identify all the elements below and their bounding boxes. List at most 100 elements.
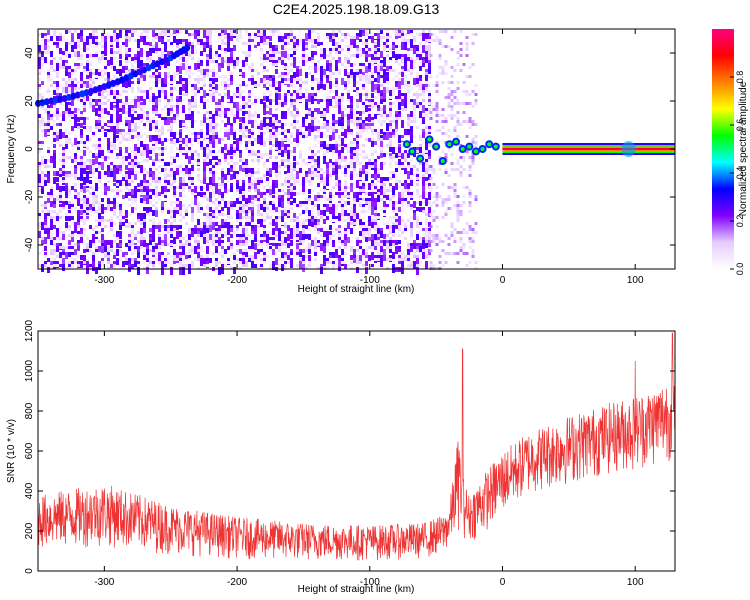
- noise-cell: [77, 141, 80, 146]
- noise-cell: [95, 201, 98, 204]
- noise-cell: [122, 174, 125, 177]
- noise-cell: [362, 150, 365, 153]
- noise-cell: [362, 48, 365, 53]
- noise-cell: [293, 126, 296, 129]
- noise-cell: [296, 108, 299, 111]
- noise-cell: [44, 111, 47, 114]
- noise-cell: [38, 78, 41, 81]
- noise-cell: [68, 108, 71, 115]
- noise-cell: [260, 240, 263, 244]
- noise-cell: [77, 165, 80, 168]
- noise-cell: [272, 249, 275, 255]
- noise-cell: [86, 165, 89, 170]
- noise-cell: [260, 237, 263, 240]
- noise-cell: [125, 123, 128, 127]
- noise-cell: [113, 90, 116, 93]
- noise-cell: [269, 138, 272, 141]
- noise-cell: [272, 126, 275, 130]
- noise-cell: [173, 144, 176, 147]
- noise-cell: [101, 45, 104, 48]
- noise-cell: [323, 135, 326, 138]
- noise-cell: [317, 174, 320, 177]
- noise-cell: [116, 42, 119, 50]
- noise-cell: [56, 60, 59, 63]
- noise-cell: [248, 189, 251, 192]
- noise-cell: [332, 204, 335, 210]
- noise-cell: [236, 225, 239, 230]
- noise-cell: [188, 39, 191, 42]
- noise-cell: [338, 117, 341, 122]
- noise-cell: [329, 129, 332, 132]
- noise-cell: [263, 102, 266, 110]
- noise-cell: [350, 180, 353, 183]
- noise-cell: [332, 126, 335, 129]
- noise-cell: [113, 99, 116, 102]
- noise-cell: [50, 90, 53, 93]
- noise-cell: [209, 48, 212, 52]
- noise-cell: [266, 246, 269, 249]
- noise-cell: [77, 87, 80, 90]
- noise-cell: [137, 135, 140, 138]
- noise-cell: [47, 90, 50, 93]
- noise-cell: [260, 243, 263, 246]
- noise-cell: [299, 225, 302, 228]
- noise-cell: [197, 201, 200, 204]
- noise-cell: [194, 222, 197, 225]
- noise-cell: [326, 207, 329, 212]
- noise-cell: [56, 255, 59, 258]
- noise-cell: [44, 108, 47, 111]
- noise-cell: [110, 222, 113, 227]
- noise-cell: [131, 33, 134, 37]
- noise-cell: [38, 84, 41, 89]
- noise-cell: [359, 48, 362, 51]
- noise-cell: [368, 231, 371, 234]
- noise-cell: [179, 36, 182, 39]
- noise-cell: [287, 159, 290, 162]
- noise-cell: [200, 87, 203, 92]
- noise-cell: [257, 243, 260, 246]
- noise-cell: [218, 111, 221, 114]
- noise-cell: [233, 168, 236, 171]
- noise-cell: [251, 141, 254, 146]
- noise-cell: [191, 132, 194, 135]
- noise-cell: [329, 204, 332, 207]
- noise-cell: [137, 75, 140, 78]
- noise-cell: [161, 108, 164, 111]
- noise-cell: [221, 81, 224, 84]
- noise-cell: [206, 213, 209, 216]
- noise-cell: [170, 231, 173, 234]
- noise-cell: [344, 99, 347, 102]
- noise-cell: [62, 51, 65, 55]
- noise-cell: [200, 39, 203, 47]
- noise-cell: [209, 222, 212, 225]
- noise-cell: [374, 78, 377, 82]
- noise-cell: [347, 195, 350, 198]
- noise-cell: [287, 189, 290, 196]
- noise-cell: [248, 51, 251, 54]
- noise-cell: [278, 132, 281, 135]
- noise-cell: [371, 240, 374, 247]
- noise-cell: [245, 57, 248, 62]
- noise-cell: [305, 87, 308, 90]
- noise-cell: [341, 207, 344, 210]
- noise-cell: [227, 114, 230, 117]
- noise-cell: [362, 225, 365, 228]
- noise-cell: [374, 54, 377, 57]
- noise-cell: [146, 180, 149, 184]
- noise-cell: [149, 60, 152, 63]
- noise-cell: [125, 192, 128, 198]
- noise-cell: [338, 216, 341, 221]
- noise-cell: [275, 258, 278, 265]
- noise-cell: [236, 228, 239, 231]
- noise-cell: [200, 90, 203, 93]
- noise-cell: [137, 267, 140, 275]
- noise-cell: [254, 183, 257, 189]
- noise-cell: [284, 222, 287, 225]
- noise-cell: [317, 120, 320, 123]
- noise-cell: [353, 198, 356, 201]
- noise-cell: [338, 183, 341, 188]
- noise-cell: [137, 240, 140, 243]
- noise-cell: [161, 261, 164, 268]
- noise-cell: [194, 186, 197, 193]
- noise-cell: [374, 141, 377, 145]
